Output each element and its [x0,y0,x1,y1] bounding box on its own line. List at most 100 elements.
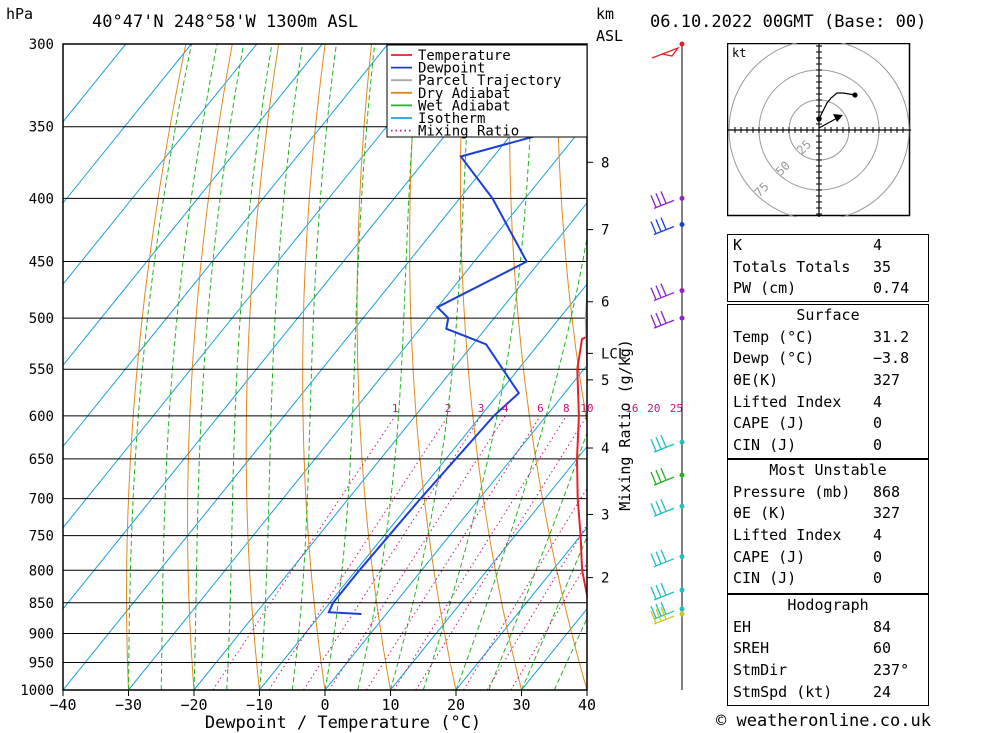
surface-title: Surface [796,306,860,324]
wind-barb-tick [650,195,657,208]
dry-adiabat-line [302,44,326,690]
isotherm-line [63,44,520,610]
legend-entry: Temperature [418,48,511,64]
mixing-ratio-line [212,415,396,690]
mixing-ratio-label: 1 [392,402,399,415]
wind-level-dot [679,611,685,617]
wind-barb-tick [655,436,662,450]
wind-level-dot [679,472,685,478]
wind-barb-tick [655,193,662,206]
wind-barb-tick [660,217,667,230]
mixing-ratio-line [328,415,506,690]
wind-barb-tick [650,287,657,300]
most-unstable-title: Most Unstable [769,461,887,479]
surface-cape-label: CAPE (J) [733,414,806,433]
x-tick-label: 20 [447,696,465,714]
wet-adiabat-line [193,44,245,690]
k-index-label: K [733,236,743,254]
stmdir-value: 237° [873,661,910,680]
wind-barb-tick [650,605,657,619]
asl-label: ASL [596,27,624,45]
pressure-tick-label: 700 [29,492,54,508]
wind-barb-tick [660,582,667,596]
pressure-tick-label: 850 [29,596,54,612]
isotherm-line [63,44,389,448]
wind-barb-tick [650,221,657,234]
temperature-profile [575,335,587,600]
wind-barb-tick [660,310,667,324]
surface-theta-value: 327 [873,371,901,390]
wet-adiabat-line [553,617,587,690]
wet-adiabat-line [259,44,303,690]
legend-entry: Parcel Trajectory [418,73,561,89]
wind-level-dot [679,222,685,228]
x-tick-label: −30 [115,696,142,714]
legend-entry: Mixing Ratio [418,124,519,140]
legend-entry: Wet Adiabat [418,98,511,114]
wind-level-dot [679,288,685,294]
isotherm-line [63,44,454,529]
wind-barb-tick [655,285,662,298]
wind-barb-tick [650,553,657,566]
wind-barb-tick [660,498,667,512]
copyright-link[interactable]: © weatheronline.co.uk [716,711,931,731]
lcl-label: LCL [601,346,626,362]
location-title: 40°47'N 248°58'W 1300m ASL [92,12,359,32]
surface-cin-label: CIN (J) [733,436,797,455]
surface-dewp-label: Dewp (°C) [733,349,815,368]
pressure-tick-label: 500 [29,311,54,327]
surface-cin-value: 0 [873,436,883,455]
pressure-tick-label: 800 [29,563,54,579]
wind-barb [650,191,675,209]
x-tick-label: 40 [578,696,596,714]
pressure-tick-label: 450 [29,255,54,271]
pressure-tick-label: 950 [29,655,54,671]
km-tick-label: 3 [601,507,609,523]
wind-barb-shaft [653,443,675,453]
km-tick-label: 2 [601,571,609,587]
wind-barb [650,498,675,517]
mu-pressure-value: 868 [873,482,901,501]
mixing-ratio-label: 25 [670,402,683,415]
mu-li-label: Lifted Index [733,526,842,545]
wind-barb-shaft [653,615,675,625]
wind-barb-tick [655,584,662,598]
dry-adiabat-line [409,44,457,690]
wind-barb-shaft [653,507,675,517]
isotherm-line [193,202,587,690]
eh-value: 84 [873,617,892,636]
stmspd-label: StmSpd (kt) [733,682,833,701]
mu-theta-value: 327 [873,504,901,523]
isotherm-line [63,44,585,690]
wind-barb-tick [650,438,657,452]
mu-cape-value: 0 [873,547,883,566]
mu-li-value: 4 [873,526,883,545]
dry-adiabat-line [556,44,587,425]
mixing-ratio-label: 20 [647,402,660,415]
wind-level-dot [679,41,685,47]
surface-dewp-value: −3.8 [873,349,910,368]
dry-adiabat-line [245,44,280,690]
isotherm-line [390,445,587,690]
wind-level-dot [679,587,685,593]
wet-adiabat-line [324,44,376,690]
eh-label: EH [733,617,752,636]
wind-barb [650,283,675,302]
x-tick-label: 10 [381,696,399,714]
km-tick-label: 5 [601,373,609,389]
surface-theta-label: θE(K) [733,371,779,390]
wind-level-dot [679,503,685,509]
dry-adiabat-line [126,44,187,690]
wet-adiabat-line [226,44,273,690]
wind-barb-tick [655,603,662,617]
pressure-unit-label: hPa [6,5,34,23]
surface-temp-value: 31.2 [873,327,910,346]
wind-barb-tick [655,219,662,232]
hodograph-stats-title: Hodograph [787,596,869,614]
mixing-ratio-line [393,415,567,690]
isotherm-line [128,121,587,690]
hodograph-stats-panel: Hodograph EH 84 SREH 60 StmDir 237° StmSpd … [727,594,929,706]
pw-label: PW (cm) [733,279,797,298]
x-tick-label: 30 [512,696,530,714]
